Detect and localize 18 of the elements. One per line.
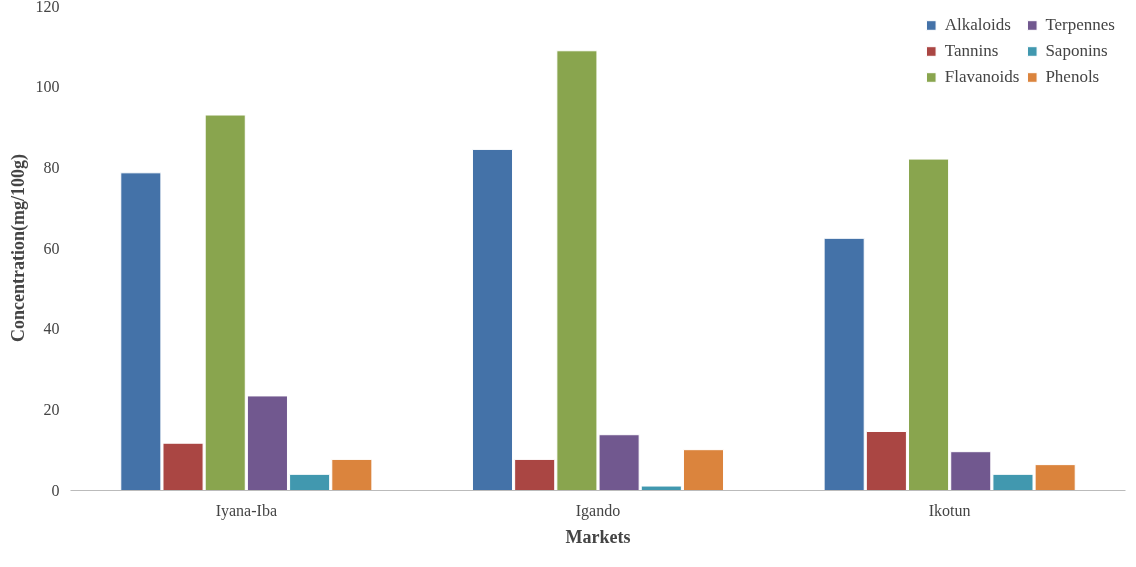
y-tick-label: 60	[43, 239, 60, 257]
legend-label: Tannins	[944, 41, 999, 61]
y-tick-label: 0	[51, 482, 60, 499]
y-tick-label: 40	[43, 320, 60, 338]
legend-label: Terpennes	[1045, 15, 1115, 35]
legend-label: Saponins	[1045, 41, 1108, 61]
x-tick-label: Iyana-Iba	[215, 501, 277, 520]
y-tick-label: 120	[35, 0, 60, 15]
x-tick-label: Ikotun	[928, 501, 971, 519]
y-tick-label: 80	[43, 158, 60, 176]
x-tick-label: Igando	[575, 501, 621, 520]
y-tick-label: 100	[35, 77, 60, 95]
legend-label: Alkaloids	[944, 15, 1011, 35]
x-axis-title: Markets	[565, 526, 631, 547]
legend-label: Flavanoids	[944, 67, 1020, 87]
legend-label: Phenols	[1045, 67, 1100, 87]
y-axis-title: Concentration(mg/100g)	[7, 154, 29, 342]
y-tick-label: 20	[43, 401, 60, 419]
